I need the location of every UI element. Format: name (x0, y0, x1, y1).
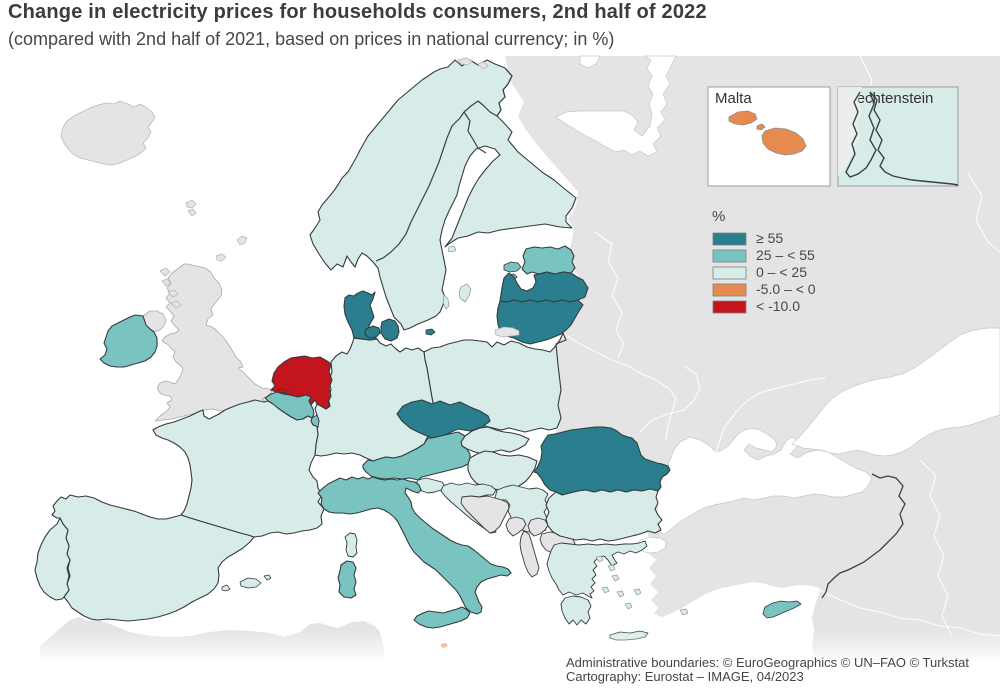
svg-text:Administrative boundaries: © E: Administrative boundaries: © EuroGeograp… (566, 655, 969, 670)
svg-text:Cartography: Eurostat – IMAGE,: Cartography: Eurostat – IMAGE, 04/2023 (566, 669, 804, 684)
svg-text:0 – < 25: 0 – < 25 (756, 264, 807, 280)
svg-text:-5.0 – < 0: -5.0 – < 0 (756, 281, 816, 297)
svg-text:25 – < 55: 25 – < 55 (756, 247, 815, 263)
svg-text:Liechtenstein: Liechtenstein (845, 90, 933, 107)
svg-text:Malta: Malta (715, 90, 752, 107)
svg-text:%: % (712, 208, 725, 225)
svg-text:< -10.0: < -10.0 (756, 298, 800, 314)
svg-text:≥ 55: ≥ 55 (756, 230, 783, 246)
